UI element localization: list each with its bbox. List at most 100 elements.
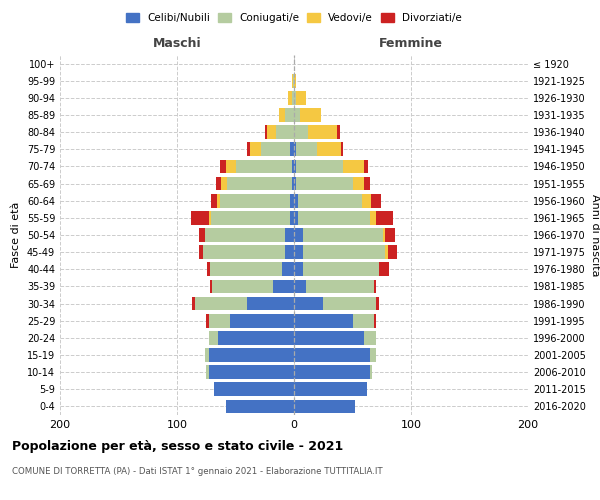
Bar xyxy=(290,194,294,207)
Bar xyxy=(279,108,284,122)
Bar xyxy=(294,246,304,259)
Bar xyxy=(220,160,226,173)
Bar xyxy=(376,296,379,310)
Bar xyxy=(296,176,353,190)
Bar xyxy=(294,400,355,413)
Bar xyxy=(283,262,294,276)
Bar xyxy=(247,296,294,310)
Text: Femmine: Femmine xyxy=(379,37,443,50)
Bar xyxy=(353,314,374,328)
Bar xyxy=(385,228,395,242)
Text: Popolazione per età, sesso e stato civile - 2021: Popolazione per età, sesso e stato civil… xyxy=(12,440,343,453)
Bar xyxy=(292,91,294,104)
Bar xyxy=(300,108,321,122)
Bar xyxy=(370,348,376,362)
Bar xyxy=(209,211,211,224)
Bar xyxy=(209,366,294,379)
Bar xyxy=(250,142,261,156)
Bar xyxy=(294,296,323,310)
Text: Maschi: Maschi xyxy=(152,37,202,50)
Bar xyxy=(371,194,380,207)
Bar xyxy=(294,108,300,122)
Bar xyxy=(292,74,293,88)
Bar xyxy=(206,314,209,328)
Bar xyxy=(294,126,308,139)
Bar xyxy=(205,348,209,362)
Bar xyxy=(294,280,306,293)
Bar xyxy=(304,262,379,276)
Bar xyxy=(290,211,294,224)
Bar xyxy=(210,280,212,293)
Bar xyxy=(364,331,376,344)
Bar xyxy=(370,211,376,224)
Bar xyxy=(388,246,397,259)
Bar xyxy=(288,91,292,104)
Bar xyxy=(294,142,296,156)
Bar xyxy=(265,126,267,139)
Bar xyxy=(294,366,370,379)
Bar xyxy=(294,382,367,396)
Bar xyxy=(203,246,284,259)
Bar xyxy=(296,91,306,104)
Bar xyxy=(192,296,194,310)
Bar xyxy=(294,314,353,328)
Bar xyxy=(210,262,283,276)
Bar xyxy=(317,142,341,156)
Bar xyxy=(227,176,292,190)
Bar xyxy=(296,160,343,173)
Bar xyxy=(353,176,364,190)
Bar xyxy=(341,142,343,156)
Bar xyxy=(296,142,317,156)
Bar xyxy=(284,246,294,259)
Bar xyxy=(212,280,273,293)
Bar xyxy=(218,331,294,344)
Bar xyxy=(385,246,388,259)
Bar xyxy=(209,314,230,328)
Bar xyxy=(343,160,364,173)
Bar xyxy=(220,194,290,207)
Legend: Celibi/Nubili, Coniugati/e, Vedovi/e, Divorziati/e: Celibi/Nubili, Coniugati/e, Vedovi/e, Di… xyxy=(123,10,465,26)
Bar xyxy=(294,262,304,276)
Bar xyxy=(209,331,218,344)
Bar xyxy=(364,176,370,190)
Bar xyxy=(294,176,296,190)
Bar xyxy=(362,194,371,207)
Bar xyxy=(191,211,209,224)
Bar xyxy=(294,331,364,344)
Bar xyxy=(199,228,205,242)
Bar xyxy=(284,228,294,242)
Bar xyxy=(236,160,292,173)
Bar xyxy=(292,176,294,190)
Bar xyxy=(226,400,294,413)
Bar xyxy=(208,262,210,276)
Bar xyxy=(298,211,370,224)
Bar xyxy=(199,246,203,259)
Bar xyxy=(383,228,385,242)
Bar xyxy=(298,194,362,207)
Bar xyxy=(205,228,284,242)
Bar xyxy=(214,382,294,396)
Bar xyxy=(374,280,376,293)
Bar xyxy=(221,176,227,190)
Bar xyxy=(230,314,294,328)
Bar xyxy=(376,211,394,224)
Bar xyxy=(261,142,290,156)
Bar xyxy=(294,91,296,104)
Bar xyxy=(337,126,340,139)
Bar xyxy=(294,348,370,362)
Bar xyxy=(217,194,220,207)
Bar xyxy=(364,160,368,173)
Bar xyxy=(247,142,250,156)
Bar xyxy=(374,314,376,328)
Bar xyxy=(294,211,298,224)
Bar xyxy=(211,194,217,207)
Bar xyxy=(290,142,294,156)
Bar xyxy=(379,262,389,276)
Bar xyxy=(294,228,304,242)
Bar xyxy=(304,246,385,259)
Bar xyxy=(306,280,374,293)
Y-axis label: Fasce di età: Fasce di età xyxy=(11,202,21,268)
Bar xyxy=(211,211,290,224)
Bar xyxy=(194,296,247,310)
Bar xyxy=(284,108,294,122)
